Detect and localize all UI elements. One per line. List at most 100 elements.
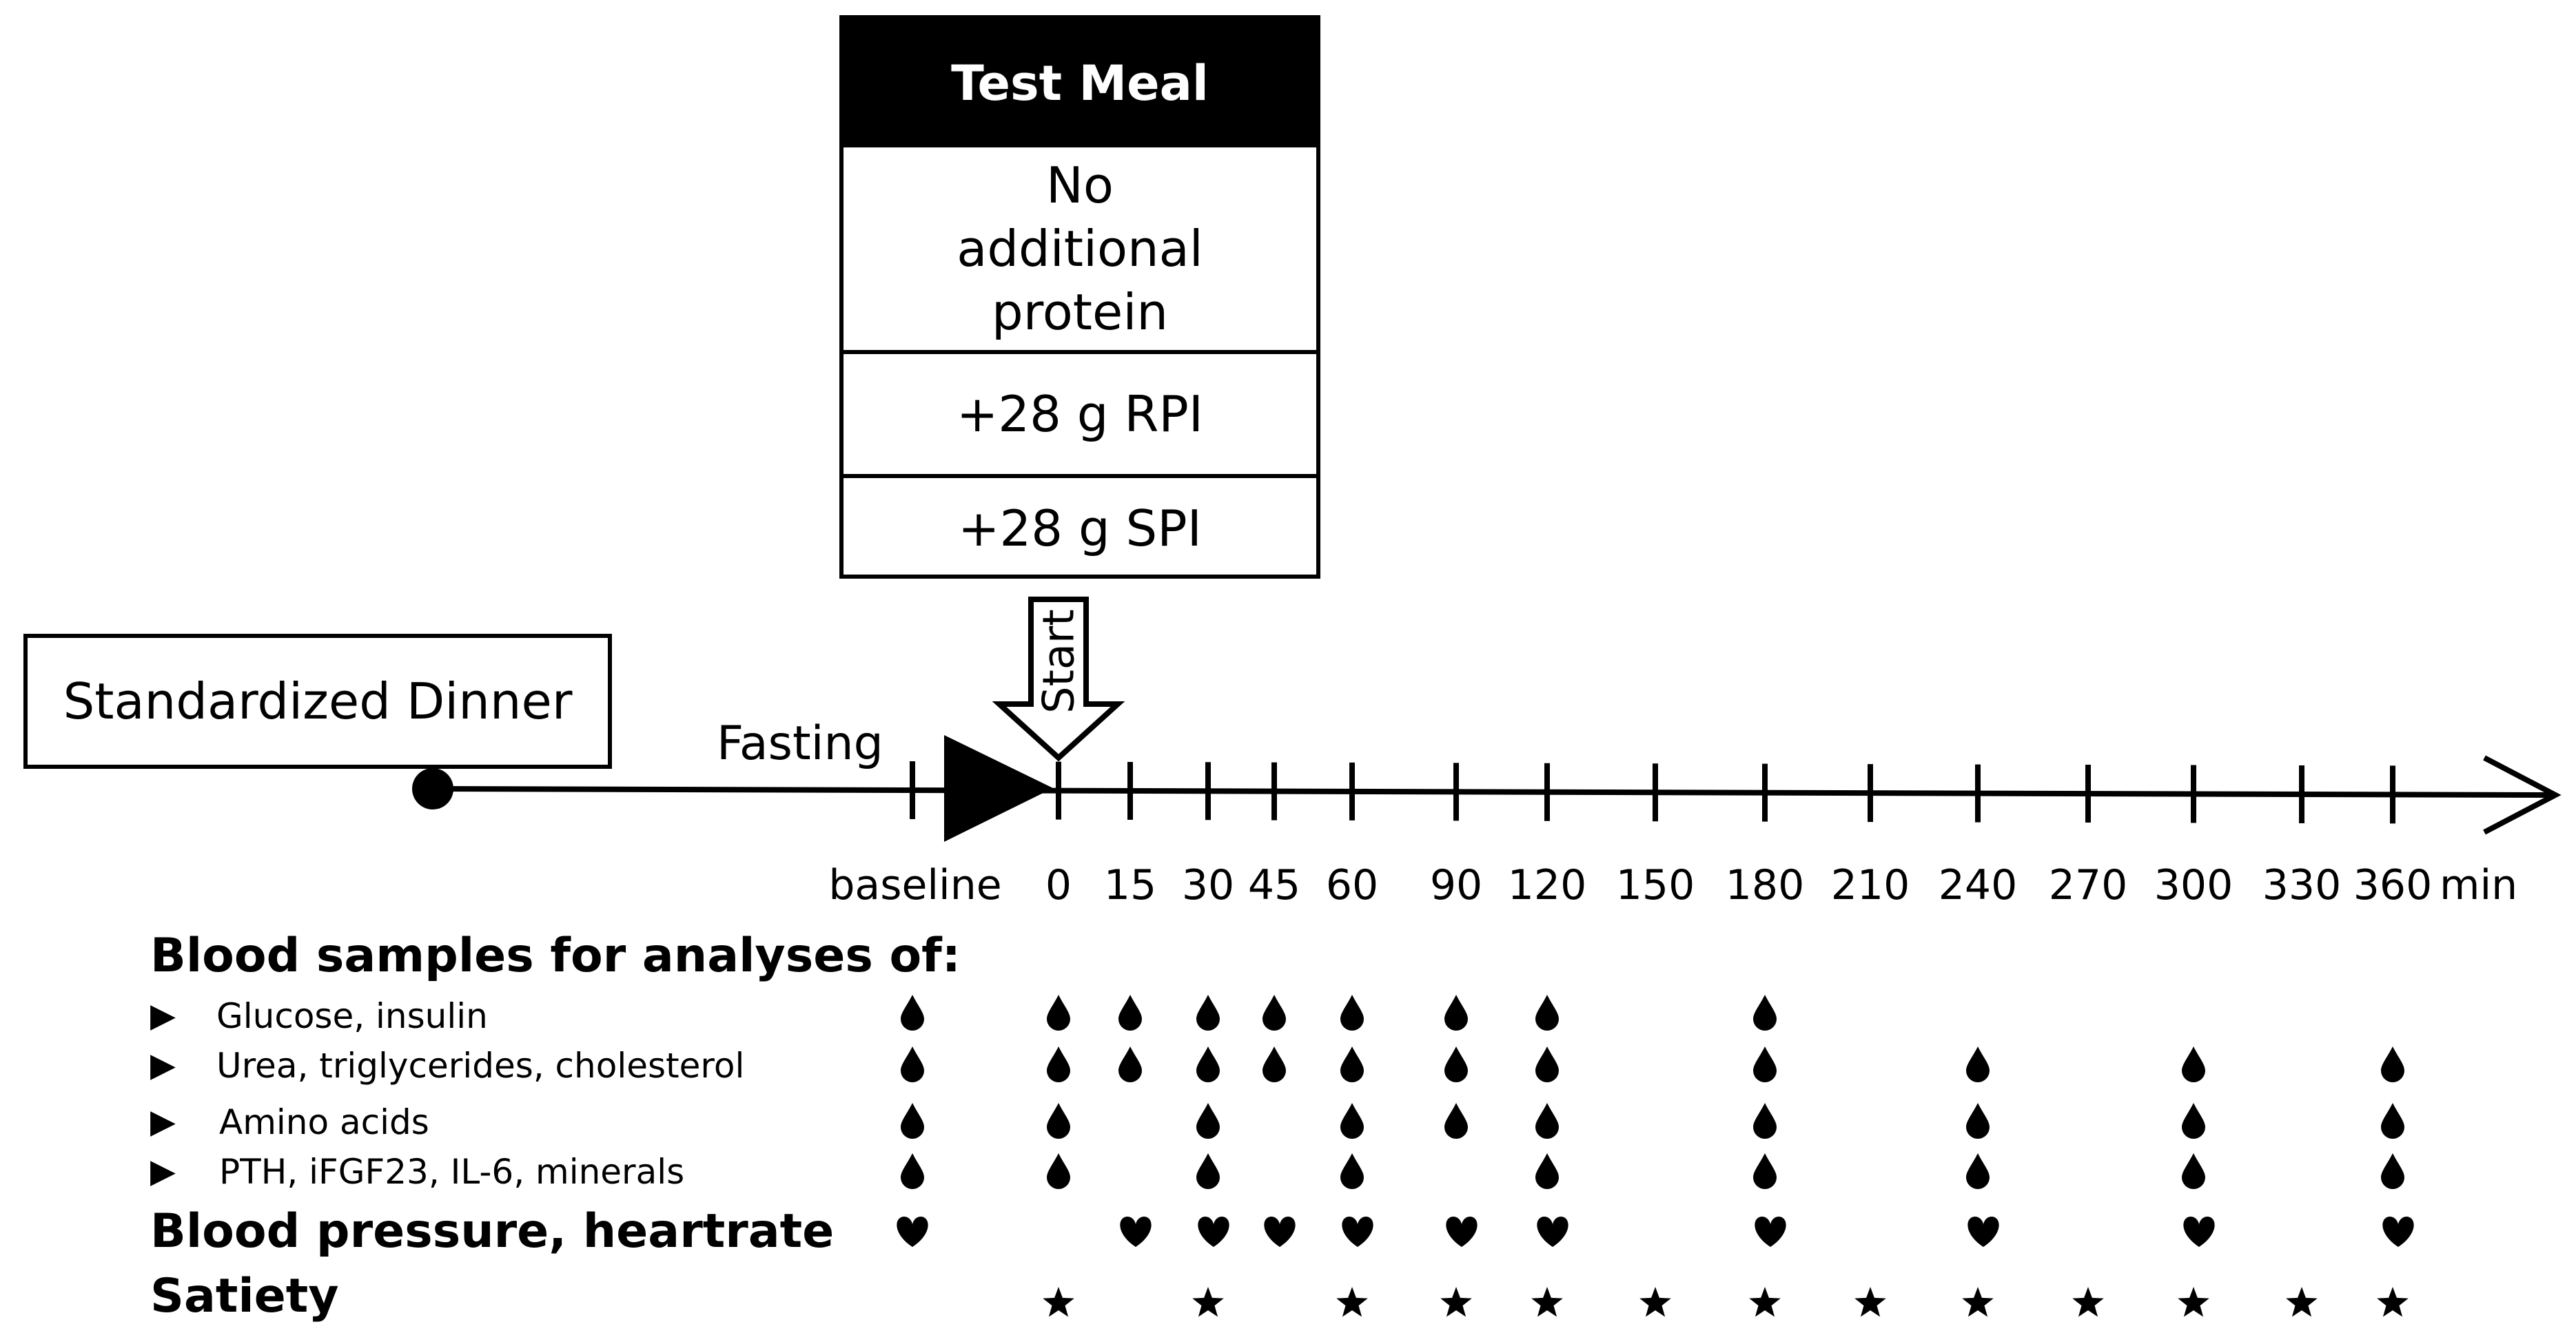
blood-drop-icon [1535, 1103, 1559, 1139]
fasting-label: Fasting [717, 716, 883, 771]
blood-drop-icon [901, 1153, 924, 1189]
meal-option-label: +28 g SPI [958, 499, 1202, 557]
heart-icon [1755, 1217, 1786, 1247]
star-icon [1440, 1287, 1472, 1317]
time-label: 270 [2048, 861, 2128, 909]
star-icon [1639, 1287, 1671, 1317]
blood-drop-icon [901, 1103, 924, 1139]
star-icon [1749, 1287, 1781, 1317]
time-label: 180 [1725, 861, 1805, 909]
blood-drop-icon [1444, 995, 1468, 1031]
meal-option-label: No additional protein [957, 156, 1203, 341]
blood-drop-icon [1444, 1103, 1468, 1139]
baseline-label: baseline [828, 861, 1002, 909]
blood-drop-icon [2381, 1103, 2404, 1139]
blood-drop-icon [1047, 1153, 1070, 1189]
time-label: 45 [1247, 861, 1301, 909]
star-icon [1531, 1287, 1563, 1317]
meal-option-no-protein: No additional protein [844, 147, 1316, 350]
blood-samples-title: Blood samples for analyses of: [150, 929, 961, 983]
blood-drop-icon [1340, 1046, 1364, 1082]
blood-drop-icon [1535, 1046, 1559, 1082]
blood-drop-icon [1340, 1103, 1364, 1139]
blood-drop-icon [1196, 1153, 1220, 1189]
blood-drop-icon [1966, 1103, 1990, 1139]
analysis-label-pth: PTH, iFGF23, IL-6, minerals [219, 1152, 685, 1192]
blood-drop-icon [1966, 1153, 1990, 1189]
star-icon [2072, 1287, 2104, 1317]
star-icon [2286, 1287, 2318, 1317]
dinner-dot [412, 768, 453, 809]
time-label: 360 [2353, 861, 2433, 909]
start-arrow [992, 597, 1125, 762]
meal-option-label: +28 g RPI [956, 385, 1204, 443]
time-label: 90 [1429, 861, 1483, 909]
blood-drop-icon [2182, 1046, 2205, 1082]
star-icon [1962, 1287, 1994, 1317]
blood-drop-icon [1535, 995, 1559, 1031]
analysis-label-glucose: Glucose, insulin [216, 996, 488, 1036]
time-label: 210 [1830, 861, 1910, 909]
blood-drop-icon [1340, 1153, 1364, 1189]
blood-drop-icon [2381, 1153, 2404, 1189]
blood-drop-icon [2182, 1103, 2205, 1139]
meal-option-spi: +28 g SPI [844, 474, 1316, 579]
blood-drop-icon [1047, 1103, 1070, 1139]
blood-drop-icon [901, 995, 924, 1031]
dinner-label: Standardized Dinner [63, 672, 573, 730]
heart-icon [1264, 1217, 1296, 1247]
triangle-right-icon: ▶ [150, 1152, 176, 1190]
heart-icon [1198, 1217, 1229, 1247]
blood-drop-icon [1535, 1153, 1559, 1189]
time-label: 240 [1938, 861, 2018, 909]
test-meal-title: Test Meal [844, 19, 1316, 147]
test-meal-box: Test Meal No additional protein +28 g RP… [839, 15, 1320, 579]
triangle-right-icon: ▶ [150, 1046, 176, 1084]
triangle-right-icon: ▶ [150, 996, 176, 1035]
timeline-axis [432, 786, 2551, 798]
star-icon [1854, 1287, 1886, 1317]
start-label: Start [1034, 609, 1084, 713]
blood-drop-icon [1047, 1046, 1070, 1082]
blood-drop-icon [2381, 1046, 2404, 1082]
triangle-right-icon: ▶ [150, 1102, 176, 1141]
blood-drop-icon [2182, 1153, 2205, 1189]
blood-drop-icon [1966, 1046, 1990, 1082]
blood-drop-icon [1047, 995, 1070, 1031]
star-icon [1192, 1287, 1224, 1317]
blood-drop-icon [1196, 1103, 1220, 1139]
time-label: 60 [1325, 861, 1379, 909]
heart-icon [1120, 1217, 1152, 1247]
meal-option-rpi: +28 g RPI [844, 350, 1316, 474]
time-label: 330 [2262, 861, 2342, 909]
blood-drop-icon [1340, 995, 1364, 1031]
analysis-label-amino-acids: Amino acids [219, 1102, 429, 1142]
heart-icon [897, 1217, 928, 1247]
unit-label: min [2440, 861, 2518, 909]
blood-drop-icon [1196, 995, 1220, 1031]
blood-drop-icon [1444, 1046, 1468, 1082]
blood-drop-icon [1753, 1046, 1777, 1082]
blood-drop-icon [1753, 1153, 1777, 1189]
star-icon [2377, 1287, 2409, 1317]
time-label: 150 [1615, 861, 1695, 909]
time-label: 15 [1103, 861, 1157, 909]
time-label: 0 [1045, 861, 1072, 909]
star-icon [1336, 1287, 1368, 1317]
blood-drop-icon [1196, 1046, 1220, 1082]
heart-icon [2183, 1217, 2215, 1247]
heart-icon [2382, 1217, 2414, 1247]
blood-drop-icon [901, 1046, 924, 1082]
fasting-triangle [944, 735, 1053, 842]
heart-icon [1342, 1217, 1373, 1247]
timeline-arrowhead [2483, 755, 2562, 835]
blood-drop-icon [1753, 995, 1777, 1031]
time-label: 300 [2154, 861, 2233, 909]
blood-drop-icon [1753, 1103, 1777, 1139]
heart-icon [1537, 1217, 1568, 1247]
star-icon [2178, 1287, 2209, 1317]
standardized-dinner-box: Standardized Dinner [23, 634, 612, 769]
analysis-label-urea: Urea, triglycerides, cholesterol [216, 1046, 745, 1086]
time-label: 120 [1507, 861, 1587, 909]
